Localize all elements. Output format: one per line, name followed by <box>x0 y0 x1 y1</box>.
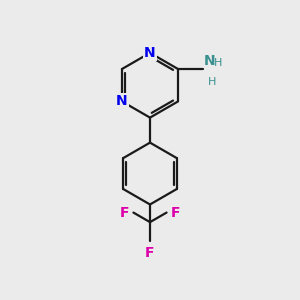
Text: H: H <box>208 77 216 87</box>
Text: N: N <box>116 94 128 108</box>
Text: F: F <box>119 206 129 220</box>
Text: N: N <box>204 54 215 68</box>
Text: F: F <box>171 206 181 220</box>
Text: N: N <box>144 46 156 60</box>
Text: F: F <box>145 246 155 260</box>
Text: H: H <box>214 58 223 68</box>
